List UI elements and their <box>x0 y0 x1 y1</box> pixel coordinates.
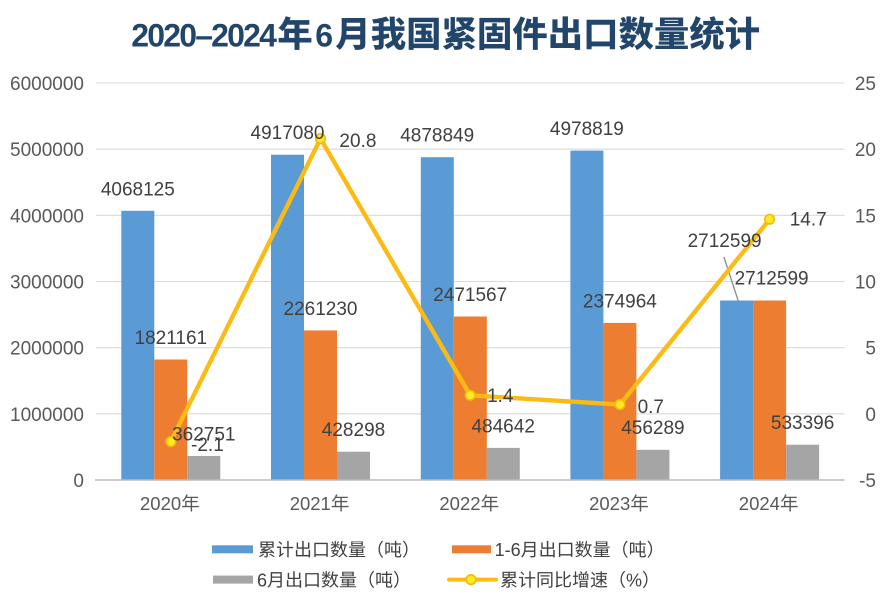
svg-text:2022: 2022 <box>439 493 480 514</box>
svg-text:2471567: 2471567 <box>433 285 507 306</box>
svg-text:2021: 2021 <box>290 493 331 514</box>
svg-text:4917080: 4917080 <box>251 123 325 144</box>
svg-text:456289: 456289 <box>621 418 684 439</box>
svg-text:2020–2024: 2020–2024 <box>131 17 277 53</box>
svg-text:2374964: 2374964 <box>583 291 657 312</box>
svg-text:25: 25 <box>855 74 876 95</box>
svg-text:0: 0 <box>865 405 876 426</box>
svg-text:6: 6 <box>257 570 267 590</box>
svg-text:5000000: 5000000 <box>10 140 84 161</box>
svg-text:4000000: 4000000 <box>10 206 84 227</box>
svg-text:5: 5 <box>865 339 876 360</box>
svg-text:%: % <box>626 570 642 590</box>
svg-text:6000000: 6000000 <box>10 74 84 95</box>
svg-text:-5: -5 <box>859 471 876 492</box>
svg-text:4068125: 4068125 <box>101 179 175 200</box>
svg-text:533396: 533396 <box>771 413 834 434</box>
svg-text:2024: 2024 <box>739 493 780 514</box>
svg-text:4978819: 4978819 <box>550 119 624 140</box>
svg-text:3000000: 3000000 <box>10 272 84 293</box>
svg-text:14.7: 14.7 <box>790 210 827 231</box>
svg-text:0.7: 0.7 <box>638 397 664 418</box>
svg-text:20.8: 20.8 <box>339 131 376 152</box>
svg-text:2023: 2023 <box>589 493 630 514</box>
svg-text:10: 10 <box>855 272 876 293</box>
svg-text:0: 0 <box>73 471 84 492</box>
svg-text:2261230: 2261230 <box>284 299 358 320</box>
svg-text:1-6: 1-6 <box>495 540 521 560</box>
svg-text:1000000: 1000000 <box>10 405 84 426</box>
svg-text:2000000: 2000000 <box>10 339 84 360</box>
svg-text:362751: 362751 <box>172 424 235 445</box>
svg-text:20: 20 <box>855 140 876 161</box>
svg-text:-2.1: -2.1 <box>191 435 224 456</box>
svg-text:4878849: 4878849 <box>400 126 474 147</box>
svg-text:1821161: 1821161 <box>135 328 208 349</box>
svg-text:484642: 484642 <box>471 416 534 437</box>
svg-text:2712599: 2712599 <box>688 231 762 252</box>
svg-text:2020: 2020 <box>140 493 181 514</box>
svg-text:6: 6 <box>315 17 333 53</box>
svg-text:2712599: 2712599 <box>735 269 809 290</box>
svg-text:1.4: 1.4 <box>487 386 514 407</box>
svg-text:428298: 428298 <box>322 420 385 441</box>
svg-text:15: 15 <box>855 206 876 227</box>
